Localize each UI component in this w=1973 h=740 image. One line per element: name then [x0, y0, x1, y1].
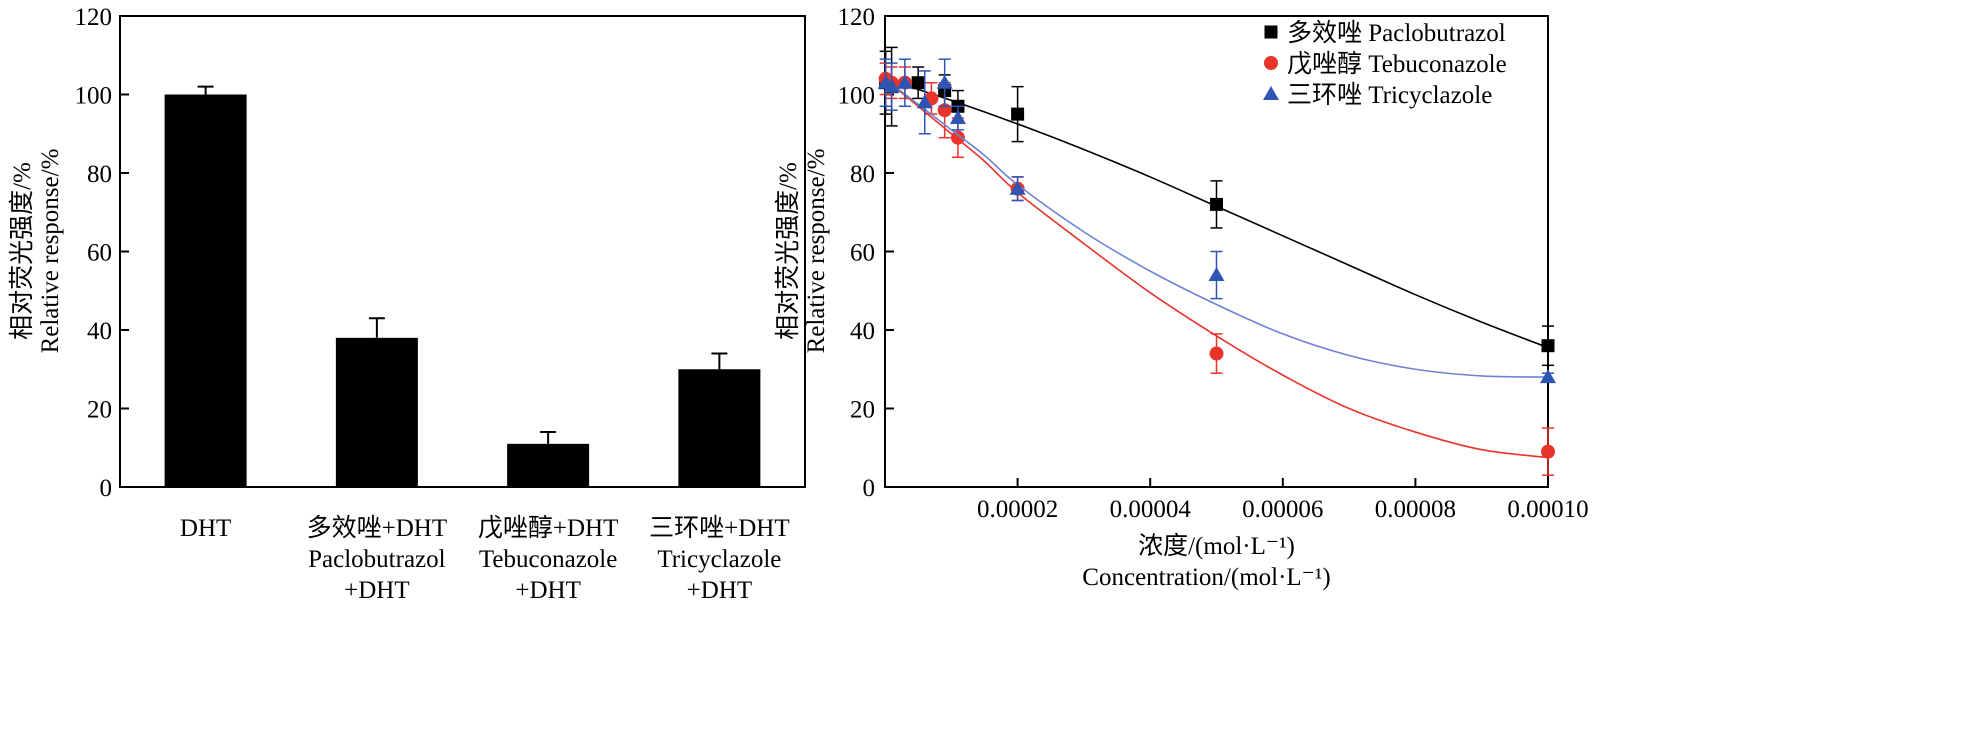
legend-marker — [1264, 56, 1278, 70]
data-point — [911, 76, 925, 90]
x-tick-label: Tebuconazole — [479, 546, 617, 573]
legend-label: 多效唑 Paclobutrazol — [1287, 19, 1506, 47]
legend-label: 戊唑醇 Tebuconazole — [1287, 50, 1507, 78]
x-tick-label: DHT — [180, 515, 231, 542]
data-point — [1541, 444, 1555, 459]
x-tick-label: 0.00008 — [1375, 496, 1456, 523]
y-tick-label: 40 — [850, 318, 875, 345]
y-axis-title-zh: 相对荧光强度/% — [8, 162, 36, 340]
data-point — [916, 94, 933, 109]
legend-label: 三环唑 Tricyclazole — [1287, 81, 1492, 109]
y-axis-title-en: Relative response/% — [803, 149, 830, 354]
y-axis-title-en: Relative response/% — [37, 149, 64, 354]
legend-marker — [1264, 25, 1278, 39]
bar — [678, 369, 761, 487]
data-point — [1011, 107, 1025, 121]
data-point — [949, 110, 966, 125]
y-tick-label: 60 — [850, 240, 875, 267]
x-axis-title-en: Concentration/(mol·L⁻¹) — [1082, 564, 1330, 591]
data-point — [1540, 369, 1556, 384]
x-tick-label: +DHT — [515, 577, 580, 604]
y-tick-label: 120 — [838, 4, 876, 31]
y-tick-label: 80 — [850, 161, 875, 188]
data-point — [1208, 267, 1225, 282]
x-tick-label: 0.00004 — [1110, 496, 1192, 523]
x-tick-label: 多效唑+DHT — [307, 514, 447, 542]
y-tick-label: 20 — [850, 397, 875, 424]
y-tick-label: 80 — [87, 161, 112, 188]
bar — [164, 94, 247, 487]
x-tick-label: 三环唑+DHT — [649, 514, 789, 542]
y-tick-label: 100 — [75, 83, 113, 110]
dose-response-scatter-chart: 0 20 40 60 80 100 120 0.00002 0.00004 0.00006 0.00… — [774, 4, 1589, 591]
y-tick-label: 40 — [87, 318, 112, 345]
y-tick-label: 20 — [87, 397, 112, 424]
legend-marker — [1263, 86, 1279, 100]
data-point — [1209, 346, 1224, 361]
bar-chart: 0 20 40 60 80 100 120 DHT 多效唑+DHT Paclobutrazol +D… — [8, 4, 806, 604]
x-tick-label: 0.00006 — [1242, 496, 1323, 523]
data-point — [896, 74, 913, 89]
x-tick-label: Tricyclazole — [657, 546, 781, 573]
y-tick-label: 0 — [863, 475, 876, 502]
data-point — [1009, 180, 1026, 195]
data-point — [950, 130, 965, 145]
data-point — [1541, 339, 1555, 353]
x-tick-label: 0.00002 — [977, 496, 1058, 523]
y-axis-title-zh: 相对荧光强度/% — [774, 162, 802, 340]
y-tick-label: 60 — [87, 240, 112, 267]
data-point — [936, 74, 953, 89]
x-tick-label: 0.00010 — [1507, 496, 1588, 523]
y-tick-label: 0 — [100, 475, 113, 502]
x-tick-label: +DHT — [344, 577, 409, 604]
y-tick-label: 120 — [75, 4, 113, 31]
x-tick-label: Paclobutrazol — [308, 546, 446, 573]
bar — [507, 443, 590, 487]
data-point — [883, 78, 900, 93]
y-tick-label: 100 — [838, 83, 876, 110]
fit-curve — [884, 78, 1549, 378]
x-tick-label: 戊唑醇+DHT — [478, 514, 618, 542]
x-axis-title-zh: 浓度/(mol·L⁻¹) — [1138, 532, 1295, 560]
bar — [335, 337, 418, 487]
data-point — [1210, 197, 1223, 211]
x-tick-label: +DHT — [687, 577, 752, 604]
